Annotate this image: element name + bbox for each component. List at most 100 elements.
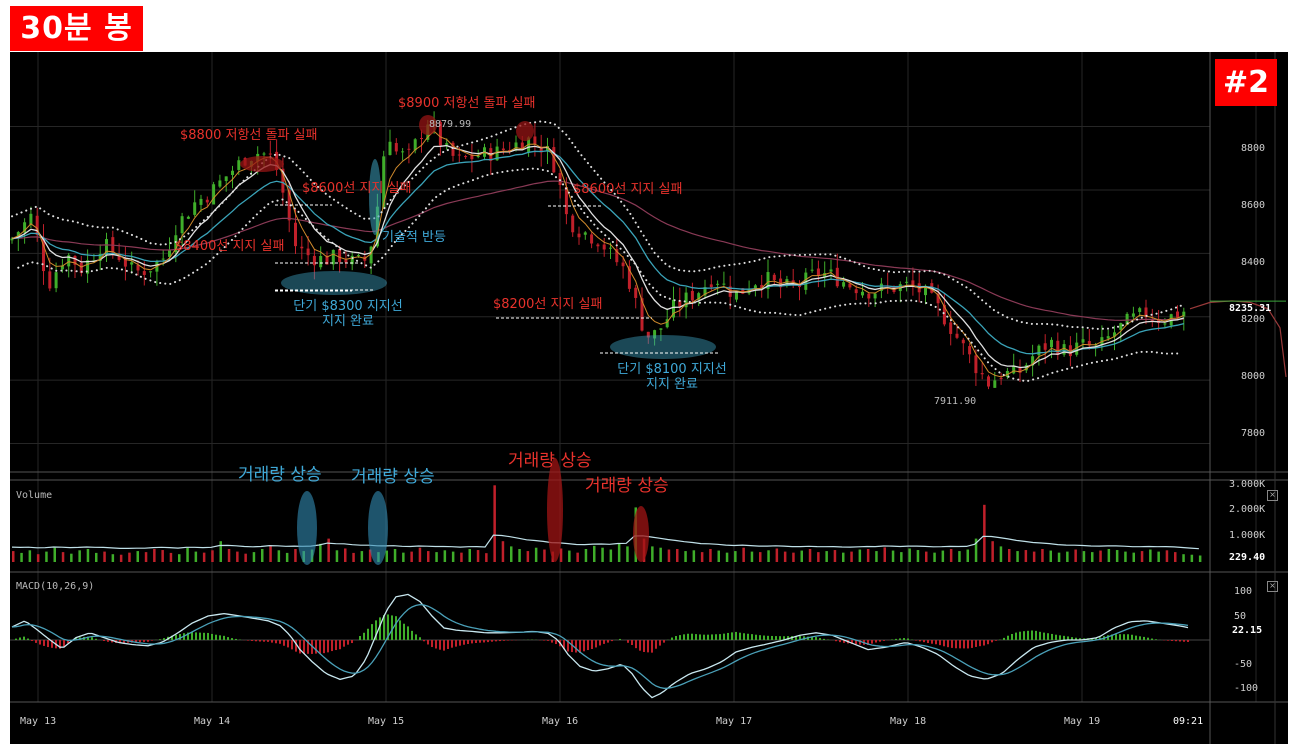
candle-body: [987, 376, 990, 387]
macd-histogram-bar: [655, 640, 657, 649]
volume-tick: 3.000K: [1229, 479, 1266, 490]
candle-body: [1113, 332, 1116, 337]
candle-body: [1024, 365, 1028, 371]
volume-bar: [435, 552, 438, 562]
candle-body: [703, 287, 707, 296]
volume-bar: [1157, 551, 1160, 562]
volume-bar: [161, 550, 164, 562]
candle-body: [199, 198, 203, 205]
volume-bar: [510, 546, 513, 562]
macd-histogram-bar: [739, 632, 741, 640]
macd-histogram-bar: [567, 640, 569, 652]
volume-bar: [460, 552, 463, 562]
chart-area[interactable]: 8800 8600 8400 8200 8000 7800 8235.31 3.…: [10, 52, 1288, 744]
volume-bar: [352, 552, 355, 562]
ma-fast-line: [11, 144, 1184, 369]
macd-histogram-bar: [23, 636, 25, 640]
volume-bar: [244, 553, 247, 562]
annotation-8100-support: 단기 $8100 지지선 지지 완료: [602, 362, 742, 392]
macd-histogram-bar: [699, 634, 701, 640]
macd-histogram-bar: [1179, 640, 1181, 642]
macd-histogram-bar: [275, 640, 277, 644]
candle-body: [533, 136, 537, 145]
candle-body: [350, 255, 354, 265]
macd-histogram-bar: [363, 632, 365, 640]
price-tick: 8200: [1241, 314, 1266, 325]
macd-histogram-bar: [383, 614, 385, 640]
macd-histogram-bar: [1147, 637, 1149, 640]
volume-bar: [800, 550, 803, 562]
volume-bar: [692, 550, 696, 562]
candle-body: [186, 216, 190, 219]
price-tick: 8400: [1241, 257, 1266, 268]
close-volume-panel-icon[interactable]: ×: [1267, 490, 1278, 501]
candle-body: [615, 249, 619, 263]
volume-bar: [1024, 550, 1028, 562]
volume-bar: [709, 549, 712, 562]
macd-tick: 50: [1234, 611, 1247, 622]
macd-histogram-bar: [39, 640, 41, 645]
macd-panel-title: MACD(10,26,9): [16, 581, 95, 592]
candle-body: [810, 269, 814, 271]
macd-histogram-bar: [799, 635, 801, 640]
volume-bar: [651, 546, 654, 562]
macd-histogram-bar: [47, 640, 49, 648]
annotation-rebound: 기술적 반등: [382, 230, 446, 245]
macd-histogram-bar: [63, 640, 65, 647]
candle-body: [262, 153, 266, 155]
close-macd-panel-icon[interactable]: ×: [1267, 581, 1278, 592]
macd-histogram-bar: [123, 640, 125, 643]
sar-dots-upper: [11, 120, 1185, 330]
chart-canvas[interactable]: [10, 52, 1288, 744]
macd-histogram-bar: [871, 640, 873, 644]
volume-bar: [178, 554, 181, 562]
x-tick: May 17: [716, 716, 753, 727]
macd-histogram-bar: [1143, 636, 1145, 640]
macd-histogram-bar: [1139, 636, 1141, 640]
macd-histogram-bar: [147, 640, 149, 642]
macd-histogram-bar: [931, 640, 933, 644]
volume-bar: [45, 551, 48, 562]
volume-bar: [61, 552, 65, 562]
volume-bar: [1041, 549, 1044, 562]
macd-histogram-bar: [703, 634, 705, 640]
volume-bar: [833, 550, 837, 562]
volume-bar: [202, 552, 206, 562]
macd-histogram-bar: [543, 640, 545, 641]
macd-histogram-bar: [1175, 640, 1177, 642]
macd-histogram-bar: [199, 632, 201, 640]
volume-bar: [119, 554, 123, 562]
volume-bar: [966, 549, 969, 562]
macd-histogram-bar: [1015, 632, 1017, 640]
candle-body: [344, 259, 348, 263]
volume-bar: [866, 549, 870, 562]
candle-body: [672, 299, 675, 318]
volume-bar: [1165, 550, 1169, 562]
annotation-8900-resistance: $8900 저항선 돌파 실패: [398, 96, 536, 111]
price-tick: 8800: [1241, 143, 1266, 154]
macd-histogram-bar: [171, 635, 173, 640]
volume-bar: [1074, 549, 1077, 562]
candle-body: [678, 300, 682, 307]
annotation-line: 지지 완료: [646, 377, 698, 392]
candle-body: [791, 280, 795, 284]
macd-histogram-bar: [551, 640, 553, 643]
macd-histogram-bar: [351, 640, 353, 644]
candle-body: [237, 160, 241, 170]
macd-histogram-bar: [263, 640, 265, 642]
volume-bar: [103, 551, 106, 562]
macd-histogram-bar: [447, 640, 449, 649]
volume-bar: [1066, 551, 1069, 562]
macd-histogram-bar: [19, 637, 21, 640]
x-tick: May 16: [542, 716, 579, 727]
macd-histogram-bar: [259, 640, 261, 642]
macd-histogram-bar: [235, 638, 237, 640]
volume-bar: [659, 547, 662, 562]
macd-histogram-bar: [411, 630, 413, 640]
annotation-volume-rise-3: 거래량 상승: [508, 451, 592, 471]
macd-histogram-bar: [919, 640, 921, 642]
candle-body: [224, 176, 228, 181]
volume-bar: [1115, 550, 1119, 562]
macd-histogram-bar: [991, 640, 993, 643]
volume-bar: [900, 552, 903, 562]
